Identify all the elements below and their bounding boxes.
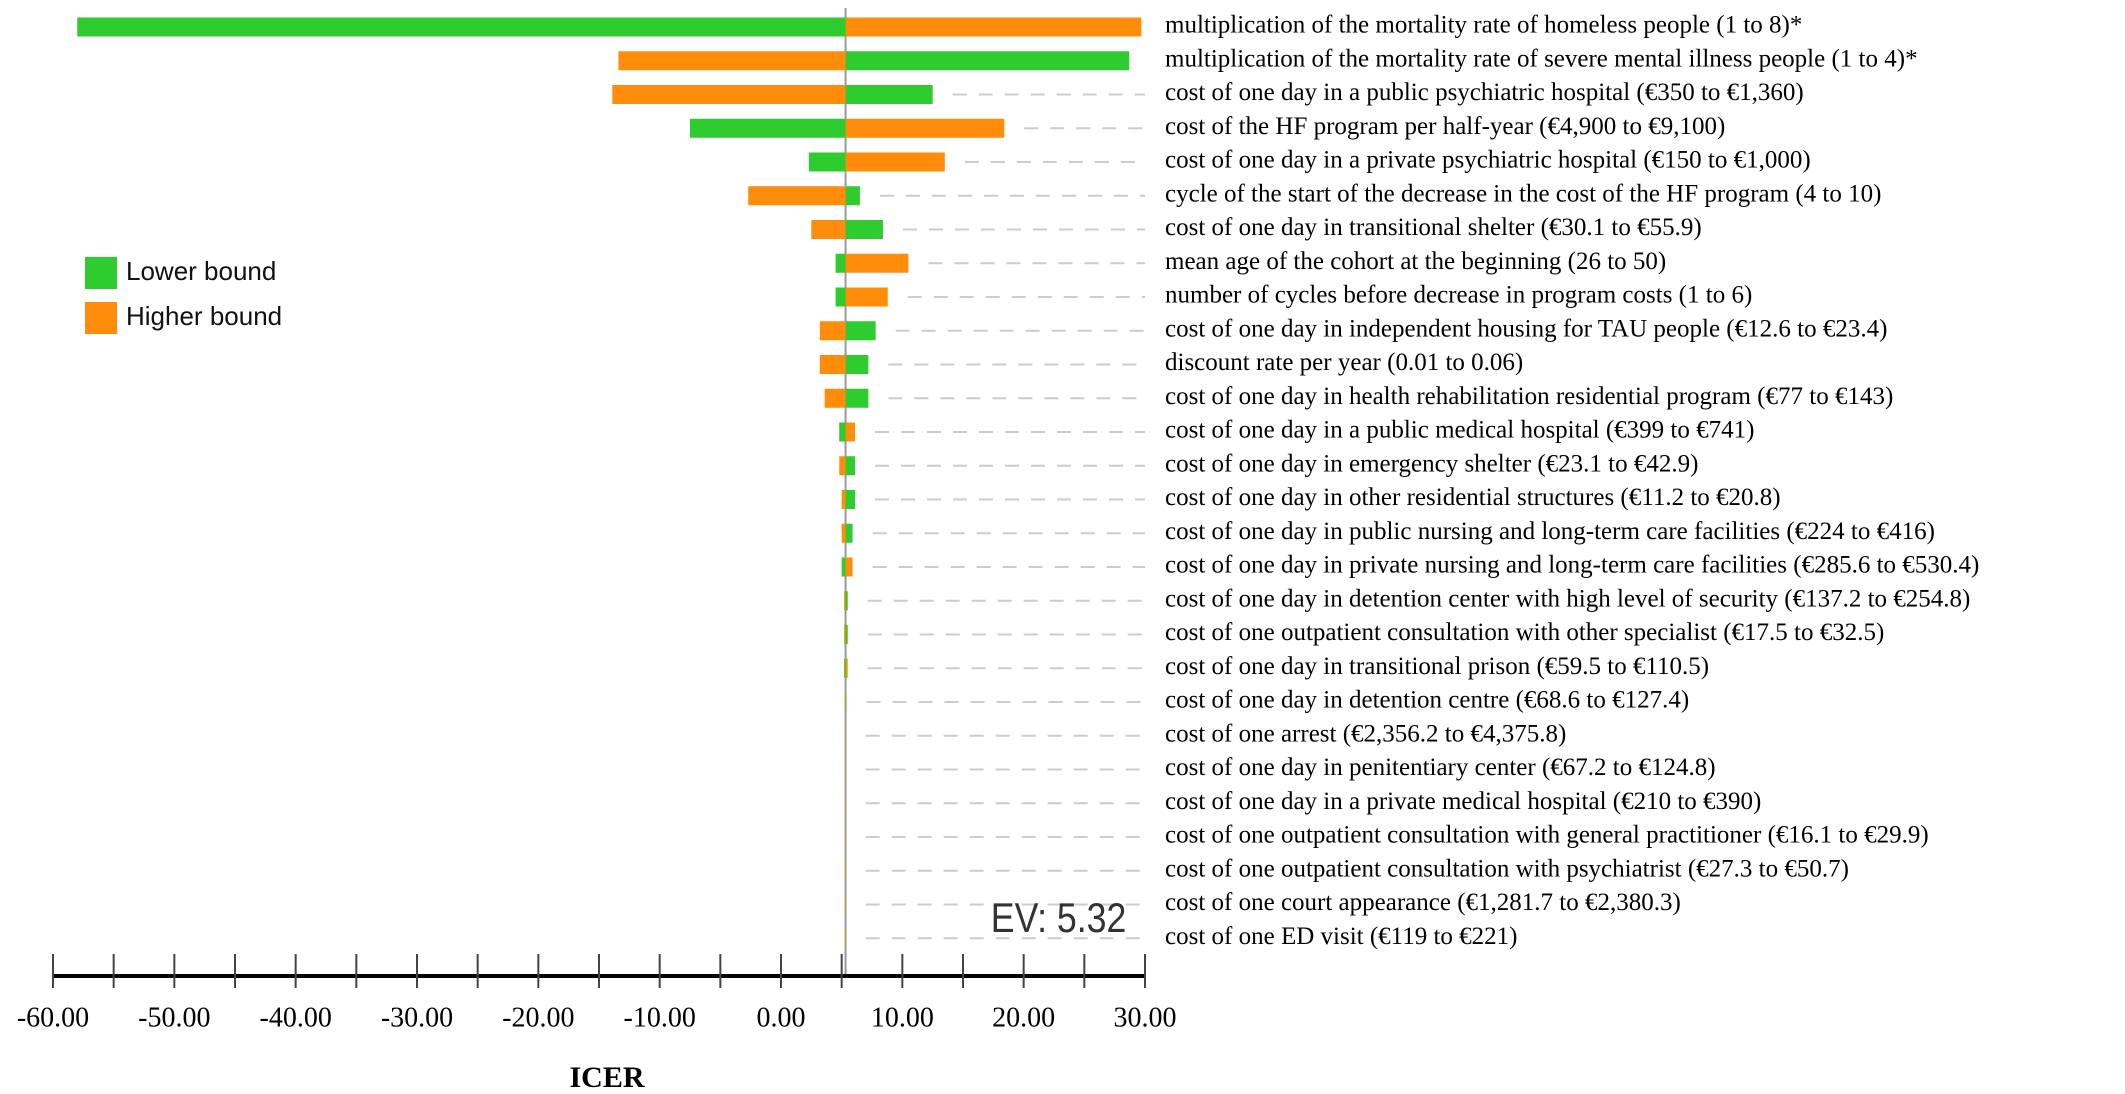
- x-tick-label: 20.00: [992, 1002, 1055, 1033]
- bar: [845, 726, 847, 746]
- bar: [839, 456, 846, 476]
- category-label: cost of one outpatient consultation with…: [1165, 822, 1929, 849]
- bar: [845, 51, 1130, 71]
- legend-swatch: [85, 257, 117, 289]
- category-label: cost of one day in emergency shelter (€2…: [1165, 450, 1698, 477]
- bar: [845, 760, 847, 779]
- bar: [808, 152, 846, 172]
- category-label: cycle of the start of the decrease in th…: [1165, 180, 1881, 207]
- bar: [845, 253, 909, 273]
- category-label: cost of one day in a private medical hos…: [1165, 788, 1761, 815]
- bar: [841, 523, 846, 543]
- x-tick-label: 0.00: [757, 1002, 806, 1033]
- bar: [845, 321, 876, 341]
- category-label: multiplication of the mortality rate of …: [1165, 12, 1802, 39]
- x-tick-label: -10.00: [624, 1002, 696, 1033]
- bar: [845, 658, 848, 678]
- bar: [845, 895, 847, 914]
- x-tick-label: -60.00: [17, 1002, 89, 1033]
- x-tick-label: 30.00: [1114, 1002, 1177, 1033]
- bar: [845, 861, 847, 881]
- x-tick-label: -40.00: [260, 1002, 332, 1033]
- category-label: cost of one day in detention centre (€68…: [1165, 687, 1689, 714]
- bar: [845, 220, 883, 239]
- x-tick-label: -30.00: [381, 1002, 453, 1033]
- bar: [841, 557, 846, 577]
- bar: [845, 186, 860, 206]
- category-label: number of cycles before decrease in prog…: [1165, 282, 1752, 309]
- bar: [845, 456, 856, 476]
- category-label: cost of one ED visit (€119 to €221): [1165, 923, 1518, 950]
- bar: [845, 490, 856, 509]
- category-label: cost of one outpatient consultation with…: [1165, 855, 1849, 882]
- x-tick-label: -20.00: [502, 1002, 574, 1033]
- bar: [845, 692, 846, 712]
- category-label: cost of one day in detention center with…: [1165, 585, 1970, 612]
- legend-swatch: [85, 302, 117, 334]
- bar: [618, 51, 846, 71]
- bar: [845, 422, 856, 442]
- category-label: cost of one day in other residential str…: [1165, 484, 1781, 511]
- category-label: cost of one outpatient consultation with…: [1165, 619, 1884, 646]
- category-label: cost of one arrest (€2,356.2 to €4,375.8…: [1165, 720, 1566, 747]
- bar: [690, 118, 846, 138]
- category-label: cost of one court appearance (€1,281.7 t…: [1165, 889, 1681, 916]
- bar: [845, 355, 869, 374]
- bar: [612, 85, 846, 104]
- bar: [77, 17, 846, 37]
- category-label: cost of one day in penitentiary center (…: [1165, 754, 1716, 781]
- bar: [845, 827, 847, 847]
- category-label: cost of one day in public nursing and lo…: [1165, 518, 1935, 545]
- bar: [844, 625, 846, 644]
- legend-label: Lower bound: [126, 256, 276, 286]
- bar: [841, 490, 846, 509]
- category-label: cost of one day in transitional shelter …: [1165, 214, 1702, 241]
- ev-label: EV: 5.32: [991, 895, 1127, 941]
- bar: [824, 388, 846, 408]
- category-label: mean age of the cohort at the beginning …: [1165, 248, 1666, 275]
- category-label: multiplication of the mortality rate of …: [1165, 45, 1918, 72]
- x-tick-label: 10.00: [871, 1002, 934, 1033]
- bar: [835, 253, 846, 273]
- legend-label: Higher bound: [126, 301, 282, 331]
- category-label: cost of one day in health rehabilitation…: [1165, 383, 1893, 410]
- bar: [845, 287, 888, 307]
- category-label: cost of the HF program per half-year (€4…: [1165, 113, 1725, 140]
- bar: [845, 152, 945, 172]
- bar: [819, 321, 846, 341]
- bar: [845, 557, 853, 577]
- x-tick-label: -50.00: [138, 1002, 210, 1033]
- bar: [845, 118, 1005, 138]
- category-label: cost of one day in a public medical hosp…: [1165, 417, 1754, 444]
- category-label: cost of one day in transitional prison (…: [1165, 653, 1709, 680]
- bar: [819, 355, 846, 374]
- bar: [845, 793, 847, 813]
- bar: [845, 17, 1142, 37]
- bar: [844, 658, 846, 678]
- bar: [845, 523, 853, 543]
- category-label: cost of one day in a public psychiatric …: [1165, 79, 1804, 106]
- bar: [845, 692, 847, 712]
- bar: [845, 591, 848, 611]
- bar: [845, 928, 847, 948]
- x-axis-label: ICER: [569, 1061, 644, 1094]
- category-label: cost of one day in independent housing f…: [1165, 315, 1887, 342]
- bar: [845, 85, 933, 104]
- bar: [839, 422, 846, 442]
- category-label: discount rate per year (0.01 to 0.06): [1165, 349, 1523, 376]
- bar: [748, 186, 846, 206]
- bar: [845, 388, 869, 408]
- category-label: cost of one day in private nursing and l…: [1165, 552, 1979, 579]
- bar: [845, 625, 848, 644]
- bar: [811, 220, 846, 239]
- bar: [844, 591, 846, 611]
- category-label: cost of one day in a private psychiatric…: [1165, 147, 1811, 174]
- bar: [835, 287, 846, 307]
